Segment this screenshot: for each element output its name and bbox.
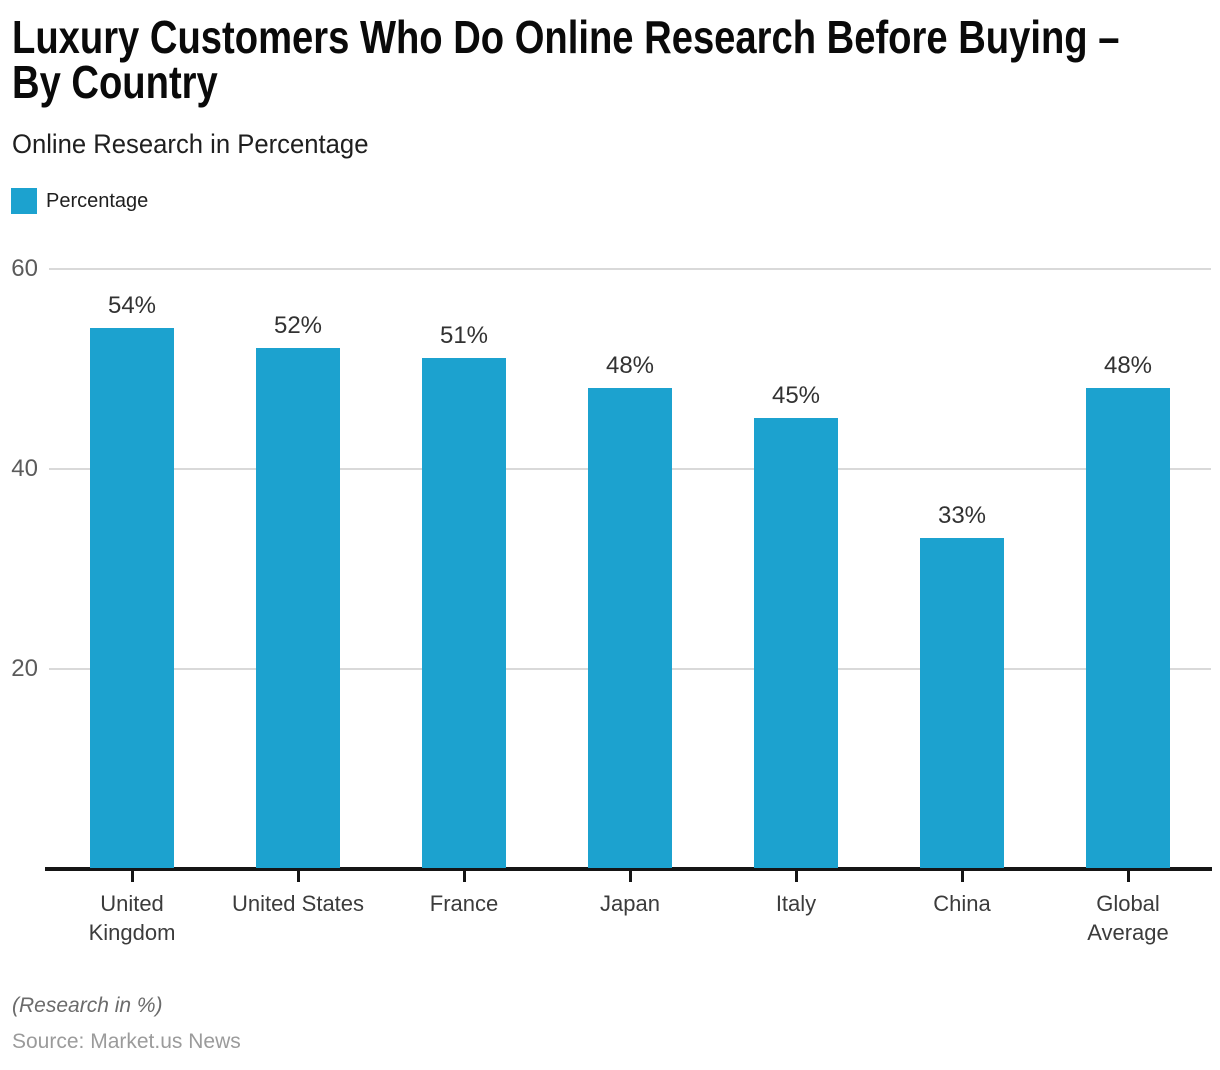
bar-united-kingdom (90, 328, 174, 868)
y-tick-label-60: 60 (11, 255, 38, 282)
bar-global-average (1086, 388, 1170, 868)
x-axis-tick (130, 871, 134, 882)
chart-title: Luxury Customers Who Do Online Research … (12, 11, 1120, 108)
bar-united-states (256, 348, 340, 868)
x-category-label: Global Average (1087, 891, 1169, 945)
x-category-label: France (429, 891, 499, 916)
bar-value-label: 51% (439, 322, 489, 349)
x-axis-tick (1126, 871, 1130, 882)
x-category-label: United States (231, 891, 365, 916)
x-category-label: Italy (775, 891, 817, 916)
bar-value-label: 48% (605, 352, 655, 379)
bar-value-label: 45% (771, 382, 821, 409)
legend-swatch-icon (11, 188, 37, 214)
x-axis-tick (960, 871, 964, 882)
chart-source: Source: Market.us News (12, 1030, 241, 1053)
bar-china (920, 538, 1004, 868)
x-axis-tick (628, 871, 632, 882)
legend-label: Percentage (46, 190, 149, 212)
chart-footnote: (Research in %) (12, 994, 163, 1017)
x-axis-tick (462, 871, 466, 882)
bar-value-label: 52% (273, 312, 323, 339)
gridline-60 (49, 268, 1211, 270)
chart-subtitle: Online Research in Percentage (12, 129, 369, 159)
bar-value-label: 48% (1103, 352, 1153, 379)
y-tick-label-20: 20 (11, 655, 38, 682)
x-axis-tick (794, 871, 798, 882)
x-axis-tick (296, 871, 300, 882)
bar-france (422, 358, 506, 868)
bar-japan (588, 388, 672, 868)
bar-italy (754, 418, 838, 868)
x-axis-line (45, 867, 1212, 871)
x-category-label: China (933, 891, 991, 916)
legend: Percentage (11, 188, 148, 214)
x-category-label: Japan (600, 891, 660, 916)
bar-value-label: 33% (937, 502, 987, 529)
x-category-label: United Kingdom (88, 891, 176, 945)
y-tick-label-40: 40 (11, 455, 38, 482)
bar-value-label: 54% (107, 292, 157, 319)
